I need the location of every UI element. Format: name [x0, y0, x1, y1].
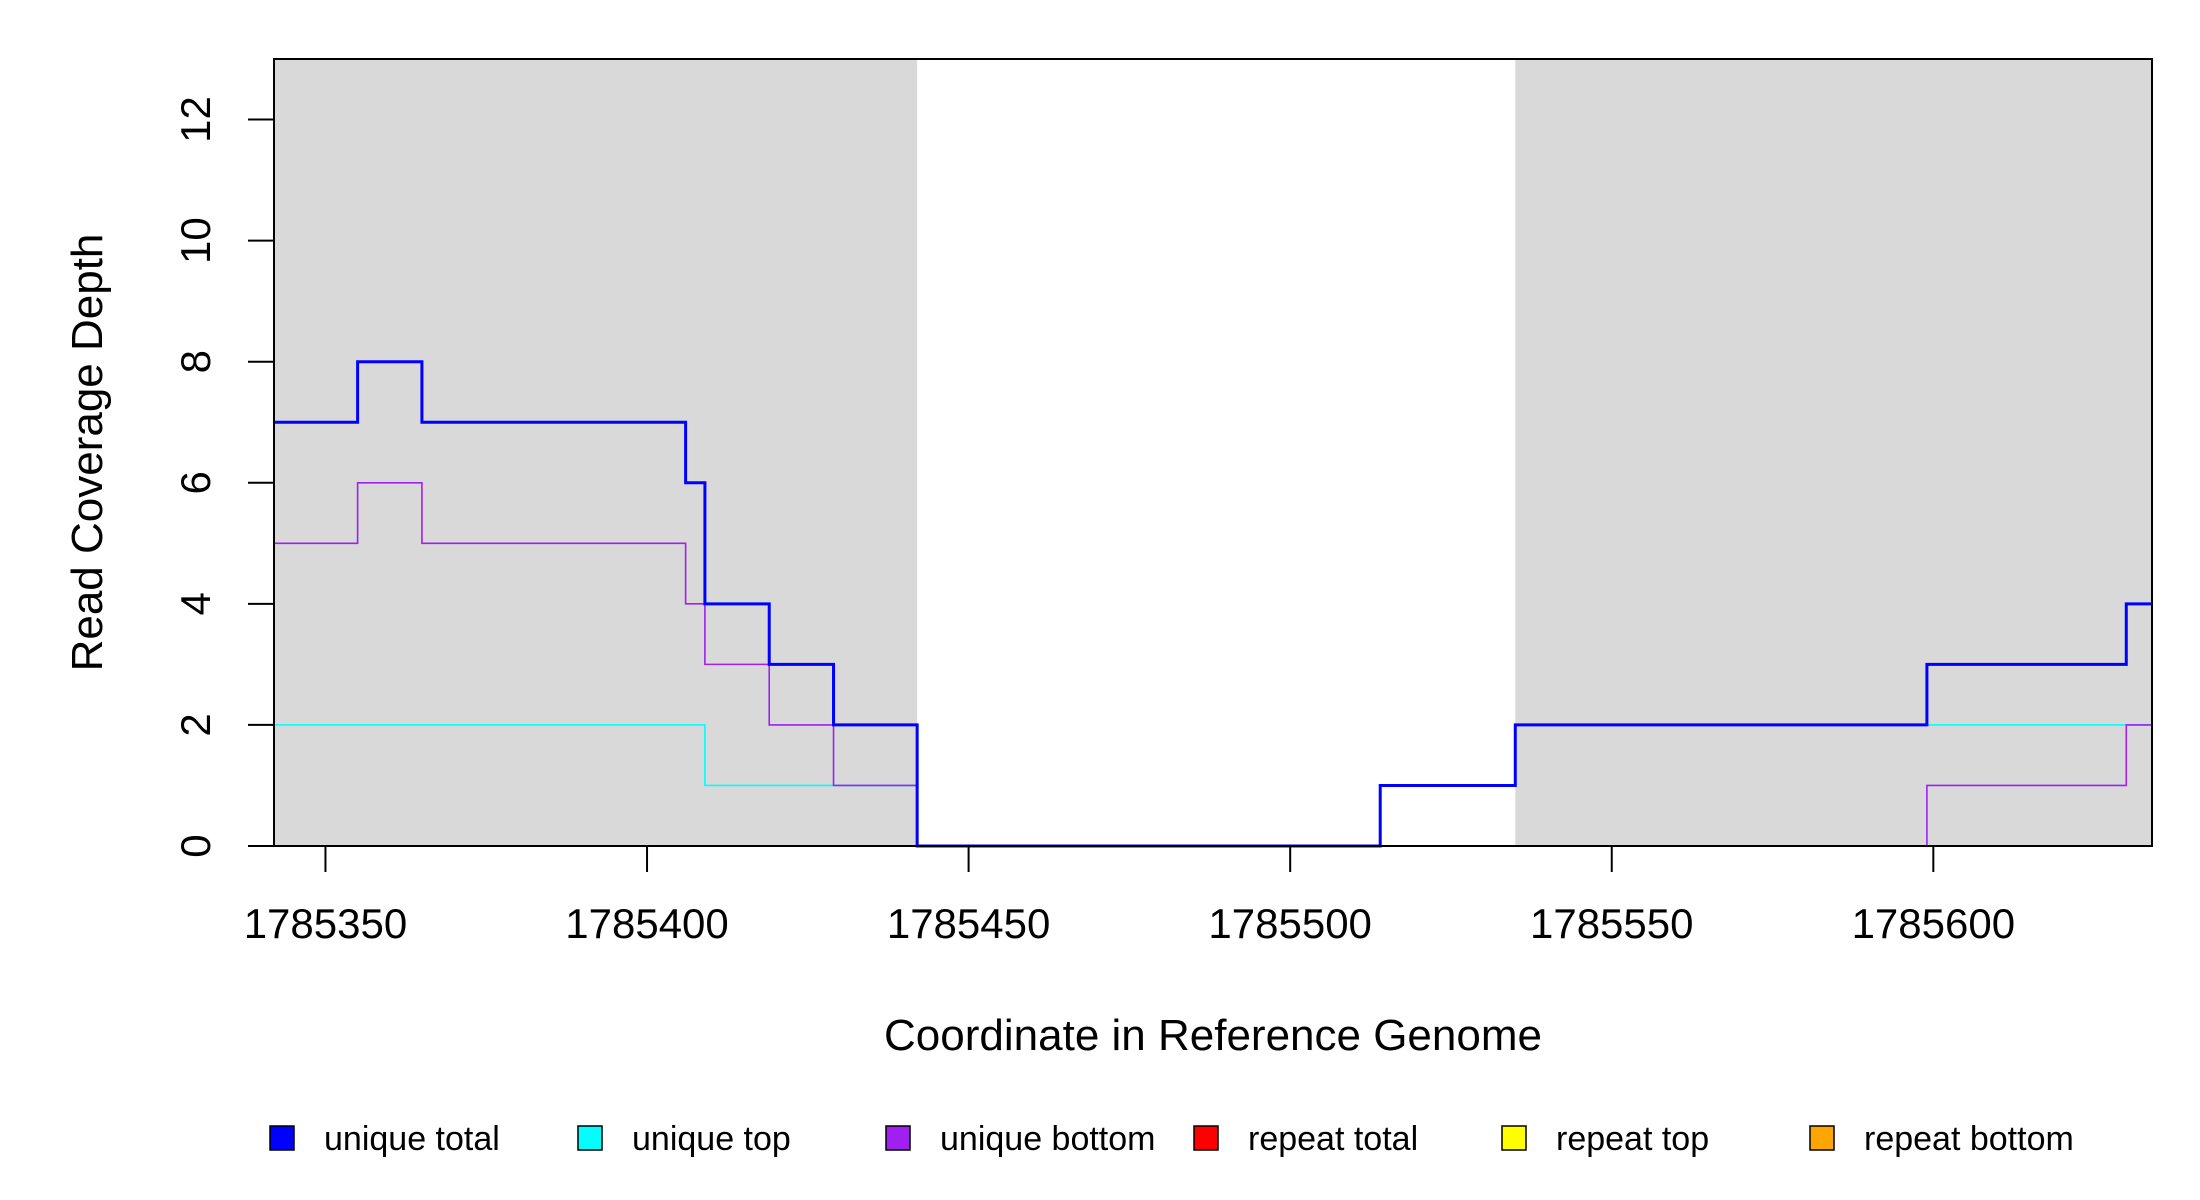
- y-tick-label: 10: [172, 217, 219, 264]
- legend-label: repeat bottom: [1864, 1120, 2074, 1158]
- x-tick-label: 1785400: [565, 900, 729, 947]
- shaded-regions: [274, 59, 2152, 846]
- legend-label: unique bottom: [940, 1120, 1156, 1158]
- y-axis-title: Read Coverage Depth: [63, 234, 112, 672]
- legend-swatch: [885, 1125, 911, 1151]
- series-unique-total: [274, 360, 2152, 848]
- legend-label: unique total: [324, 1120, 500, 1158]
- legend-label: unique top: [632, 1120, 791, 1158]
- shaded-region-1: [274, 59, 918, 846]
- x-tick-label: 1785600: [1852, 900, 2016, 947]
- y-tick-label: 8: [172, 350, 219, 373]
- legend-label: repeat top: [1556, 1120, 1709, 1158]
- legend-swatch: [1193, 1125, 1219, 1151]
- y-tick-label: 2: [172, 713, 219, 736]
- legend-swatch: [1809, 1125, 1835, 1151]
- series-unique-bottom: [274, 481, 2152, 847]
- x-tick-label: 1785450: [887, 900, 1051, 947]
- y-axis: 0 2 4 6 8 10 12: [172, 96, 275, 858]
- y-tick-label: 6: [172, 471, 219, 494]
- legend: unique total unique top unique bottom repea…: [269, 1120, 2074, 1158]
- legend-label: repeat total: [1248, 1120, 1418, 1158]
- legend-swatch: [577, 1125, 603, 1151]
- y-tick-label: 12: [172, 96, 219, 143]
- x-axis: 1785350 1785400 1785450 1785500 1785550 17856…: [244, 845, 2016, 947]
- legend-swatch: [1501, 1125, 1527, 1151]
- x-tick-label: 1785350: [244, 900, 408, 947]
- x-axis-title: Coordinate in Reference Genome: [884, 1011, 1542, 1060]
- legend-swatch: [269, 1125, 295, 1151]
- x-tick-label: 1785550: [1530, 900, 1694, 947]
- y-tick-label: 4: [172, 592, 219, 615]
- y-tick-label: 0: [172, 834, 219, 857]
- shaded-region-2: [1515, 59, 2152, 846]
- x-tick-label: 1785500: [1208, 900, 1372, 947]
